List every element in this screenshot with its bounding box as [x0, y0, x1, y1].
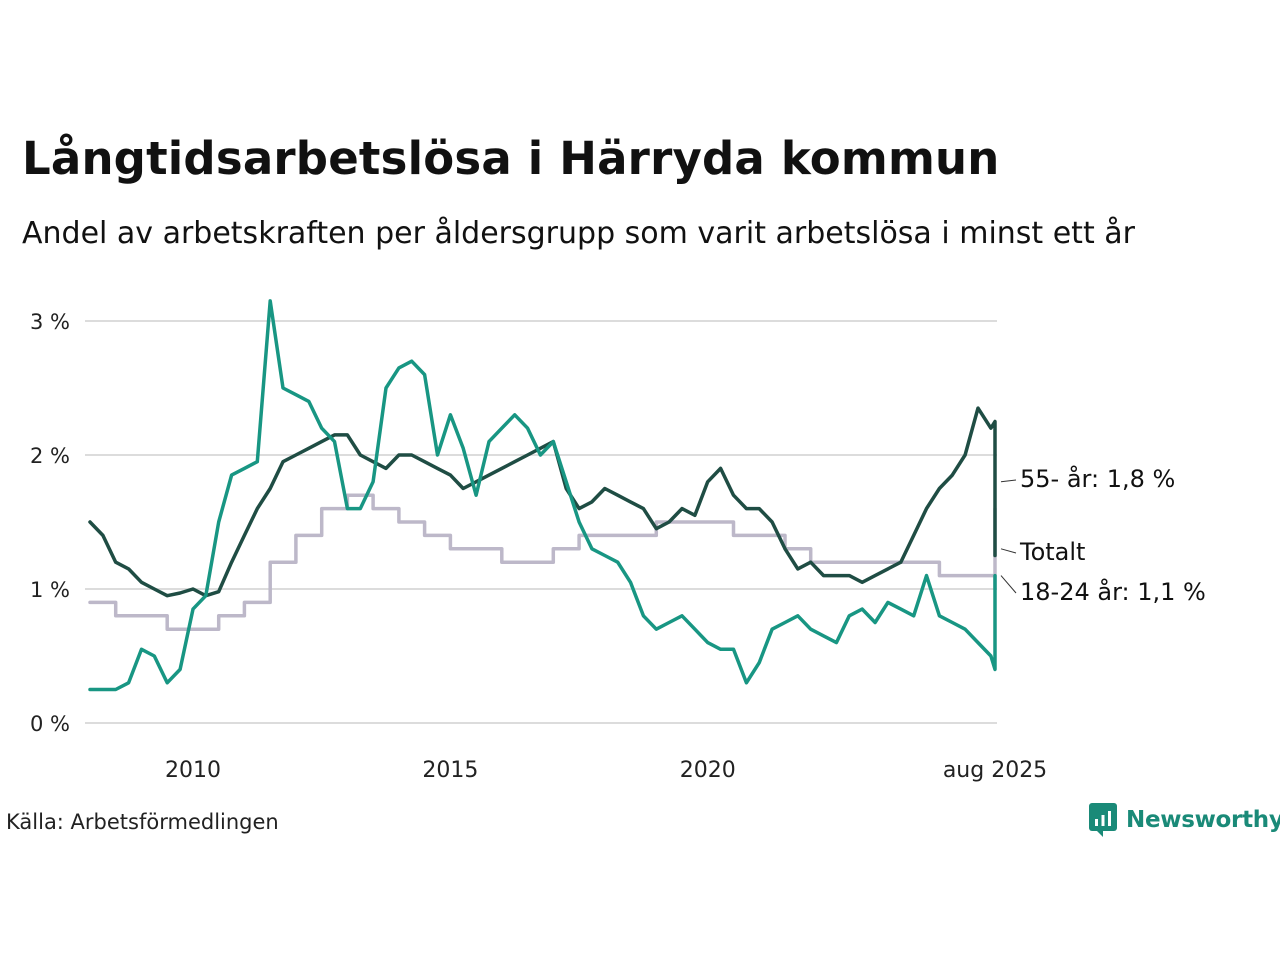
newsworthy-logo: Newsworthy — [1088, 802, 1280, 838]
x-tick-label: 2015 — [422, 758, 478, 783]
label-leader-line — [1000, 575, 1017, 594]
series-line-0 — [88, 493, 997, 631]
y-tick-label: 2 % — [30, 444, 70, 468]
series-end-label: Totalt — [1019, 538, 1085, 566]
label-leader-line — [1000, 479, 1017, 483]
series-line-2 — [88, 299, 997, 692]
series-lines — [88, 299, 997, 692]
series-end-label: 55- år: 1,8 % — [1020, 464, 1175, 493]
label-leader-line — [1000, 548, 1017, 554]
gridlines — [85, 320, 997, 724]
x-tick-label: 2020 — [680, 758, 736, 783]
end-labels: Totalt 55- år: 1,8 % 18-24 år: 1,1 % — [1000, 464, 1206, 606]
chart-title: Långtidsarbetslösa i Härryda kommun — [22, 132, 1000, 185]
x-tick-label: aug 2025 — [943, 758, 1047, 783]
chart-subtitle: Andel av arbetskraften per åldersgrupp s… — [22, 216, 1135, 251]
logo-text: Newsworthy — [1126, 807, 1280, 833]
series-line-1 — [88, 406, 997, 598]
source-note: Källa: Arbetsförmedlingen — [6, 810, 279, 834]
x-axis-ticks: 2010 2015 2020 aug 2025 — [165, 758, 1047, 783]
y-tick-label: 0 % — [30, 712, 70, 736]
y-axis-ticks: 0 % 1 % 2 % 3 % — [30, 310, 70, 736]
series-end-label: 18-24 år: 1,1 % — [1020, 577, 1206, 606]
y-tick-label: 1 % — [30, 578, 70, 602]
bar-chart-bubble-icon — [1089, 803, 1117, 837]
x-tick-label: 2010 — [165, 758, 221, 783]
y-tick-label: 3 % — [30, 310, 70, 334]
